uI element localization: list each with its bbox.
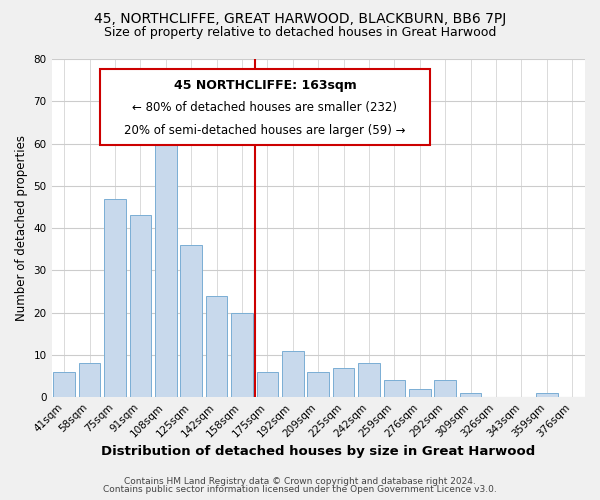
Text: Size of property relative to detached houses in Great Harwood: Size of property relative to detached ho… — [104, 26, 496, 39]
Bar — [409, 389, 431, 397]
Bar — [434, 380, 456, 397]
Bar — [383, 380, 405, 397]
Bar — [231, 312, 253, 397]
Text: Contains HM Land Registry data © Crown copyright and database right 2024.: Contains HM Land Registry data © Crown c… — [124, 477, 476, 486]
Text: 45, NORTHCLIFFE, GREAT HARWOOD, BLACKBURN, BB6 7PJ: 45, NORTHCLIFFE, GREAT HARWOOD, BLACKBUR… — [94, 12, 506, 26]
Bar — [358, 364, 380, 397]
Text: 45 NORTHCLIFFE: 163sqm: 45 NORTHCLIFFE: 163sqm — [173, 80, 356, 92]
X-axis label: Distribution of detached houses by size in Great Harwood: Distribution of detached houses by size … — [101, 444, 535, 458]
FancyBboxPatch shape — [100, 69, 430, 145]
Bar — [79, 364, 100, 397]
Bar — [155, 126, 176, 397]
Text: Contains public sector information licensed under the Open Government Licence v3: Contains public sector information licen… — [103, 485, 497, 494]
Bar — [181, 245, 202, 397]
Bar — [460, 393, 481, 397]
Bar — [307, 372, 329, 397]
Bar — [53, 372, 75, 397]
Bar — [257, 372, 278, 397]
Bar — [536, 393, 557, 397]
Text: ← 80% of detached houses are smaller (232): ← 80% of detached houses are smaller (23… — [133, 100, 397, 114]
Bar — [333, 368, 355, 397]
Text: 20% of semi-detached houses are larger (59) →: 20% of semi-detached houses are larger (… — [124, 124, 406, 136]
Y-axis label: Number of detached properties: Number of detached properties — [15, 135, 28, 321]
Bar — [130, 216, 151, 397]
Bar — [206, 296, 227, 397]
Bar — [282, 350, 304, 397]
Bar — [104, 198, 126, 397]
